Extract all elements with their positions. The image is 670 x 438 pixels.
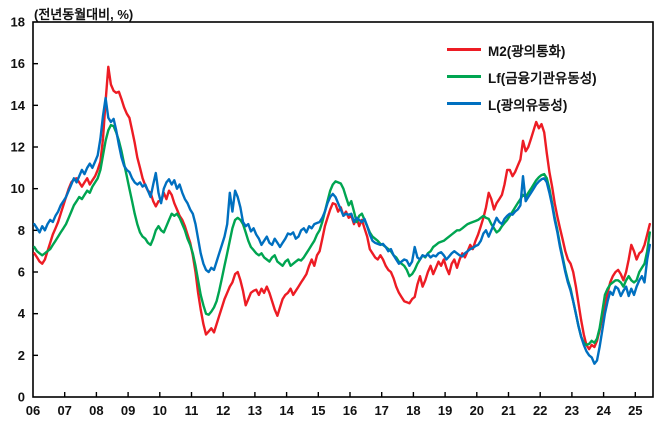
y-tick-label: 12 — [11, 140, 25, 155]
x-axis: 06 07 08 09 10 11 12 13 14 15 16 17 18 19 20 21 22 23 24 25 — [26, 392, 643, 418]
y-axis: 0 2 4 6 8 10 12 14 16 18 — [11, 15, 38, 405]
series-line-l — [33, 96, 651, 365]
legend: M2(광의통화) Lf(금융기관유동성) L(광의유동성) — [447, 36, 597, 117]
x-tick-label: 24 — [596, 403, 611, 418]
x-tick-label: 20 — [470, 403, 484, 418]
legend-item-l: L(광의유동성) — [447, 90, 597, 117]
y-tick-label: 14 — [11, 98, 26, 113]
legend-label-lf: Lf(금융기관유동성) — [488, 70, 597, 86]
legend-item-lf: Lf(금융기관유동성) — [447, 63, 597, 90]
x-tick-label: 19 — [438, 403, 452, 418]
legend-label-m2: M2(광의통화) — [488, 43, 566, 59]
x-tick-label: 25 — [628, 403, 642, 418]
x-tick-label: 23 — [565, 403, 579, 418]
y-tick-label: 18 — [11, 15, 25, 30]
x-tick-label: 13 — [248, 403, 262, 418]
x-tick-label: 21 — [501, 403, 515, 418]
x-tick-label: 07 — [57, 403, 71, 418]
y-tick-label: 8 — [18, 223, 25, 238]
y-tick-label: 2 — [18, 348, 25, 363]
x-tick-label: 11 — [185, 403, 199, 418]
x-tick-label: 09 — [121, 403, 135, 418]
y-tick-label: 6 — [18, 265, 25, 280]
legend-line-sample-lf — [447, 74, 481, 79]
legend-label-l: L(광의유동성) — [488, 97, 568, 113]
x-tick-label: 18 — [406, 403, 420, 418]
y-tick-label: 10 — [11, 181, 25, 196]
x-tick-label: 12 — [216, 403, 230, 418]
plot-frame — [32, 21, 654, 398]
x-tick-label: 15 — [311, 403, 325, 418]
x-tick-label: 08 — [89, 403, 103, 418]
x-tick-label: 14 — [279, 403, 294, 418]
x-tick-label: 10 — [153, 403, 167, 418]
legend-item-m2: M2(광의통화) — [447, 36, 597, 63]
y-tick-label: 0 — [18, 390, 25, 405]
y-tick-label: 4 — [18, 306, 26, 321]
y-axis-unit-label: (전년동월대비, %) — [34, 7, 134, 22]
x-tick-label: 22 — [533, 403, 547, 418]
legend-line-sample-l — [447, 101, 481, 106]
x-tick-label: 17 — [374, 403, 388, 418]
series-line-lf — [33, 123, 651, 347]
y-tick-label: 16 — [11, 56, 25, 71]
x-tick-label: 06 — [26, 403, 40, 418]
legend-line-sample-m2 — [447, 47, 481, 52]
x-tick-label: 16 — [343, 403, 357, 418]
